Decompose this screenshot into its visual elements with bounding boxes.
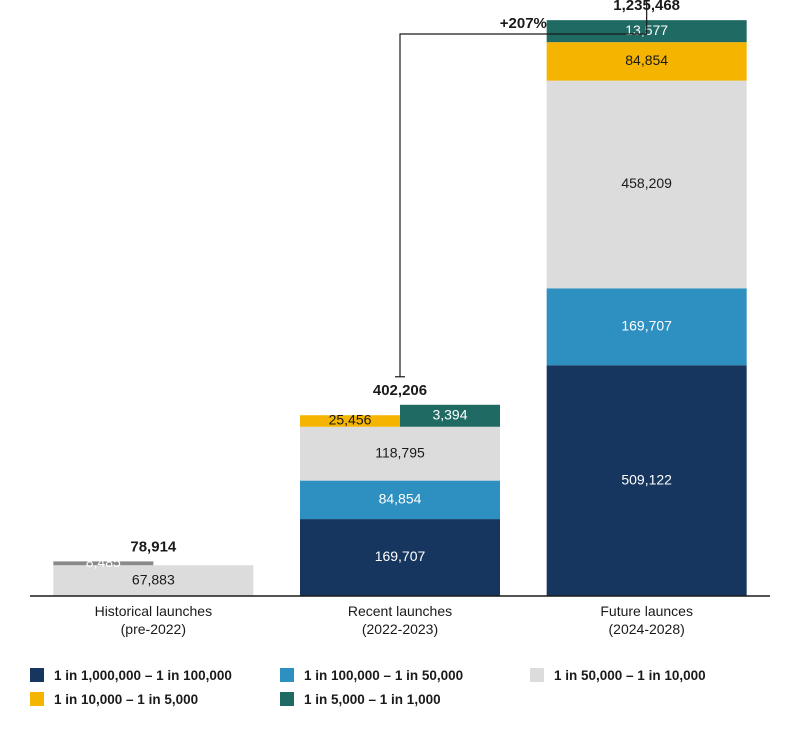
category-label-historical-l1: (pre-2022)	[121, 621, 186, 637]
growth-annotation-label: +207%	[500, 15, 547, 32]
bar-seg-label-future-s3: 458,209	[621, 175, 672, 191]
category-label-recent-l0: Recent launches	[348, 603, 452, 619]
legend-label-s5: 1 in 5,000 – 1 in 1,000	[304, 692, 441, 707]
bar-seg-label-recent-s1: 169,707	[375, 548, 426, 564]
bar-seg-label-recent-s3: 118,795	[375, 444, 425, 460]
category-label-future-l1: (2024-2028)	[609, 621, 685, 637]
legend-label-s3: 1 in 50,000 – 1 in 10,000	[554, 668, 706, 683]
legend-swatch-s3	[530, 668, 544, 682]
stacked-bar-chart: 67,883 8,485 78,914 Historical launches (pre…	[0, 0, 800, 730]
legend-swatch-s5	[280, 692, 294, 706]
bar-seg-label-future-s1: 509,122	[621, 471, 672, 487]
category-label-future-l0: Future launces	[600, 603, 693, 619]
bar-seg-label-future-s4: 84,854	[625, 52, 668, 68]
bar-seg-label-recent-s2: 84,854	[379, 491, 422, 507]
legend-label-s4: 1 in 10,000 – 1 in 5,000	[54, 692, 198, 707]
bar-total-historical: 78,914	[130, 538, 177, 555]
legend-label-s2: 1 in 100,000 – 1 in 50,000	[304, 668, 463, 683]
category-label-historical-l0: Historical launches	[95, 603, 213, 619]
category-label-recent-l1: (2022-2023)	[362, 621, 438, 637]
bar-seg-label-historical-s3: 67,883	[132, 571, 175, 587]
legend-swatch-s1	[30, 668, 44, 682]
bar-total-recent: 402,206	[373, 382, 427, 399]
bar-seg-label-recent-s5: 3,394	[432, 406, 467, 422]
legend-swatch-s2	[280, 668, 294, 682]
legend-swatch-s4	[30, 692, 44, 706]
legend-label-s1: 1 in 1,000,000 – 1 in 100,000	[54, 668, 232, 683]
bar-seg-label-future-s2: 169,707	[621, 317, 672, 333]
bar-seg-label-recent-s4: 25,456	[329, 412, 372, 428]
bar-seg-label-historical-s6: 8,485	[86, 554, 121, 570]
